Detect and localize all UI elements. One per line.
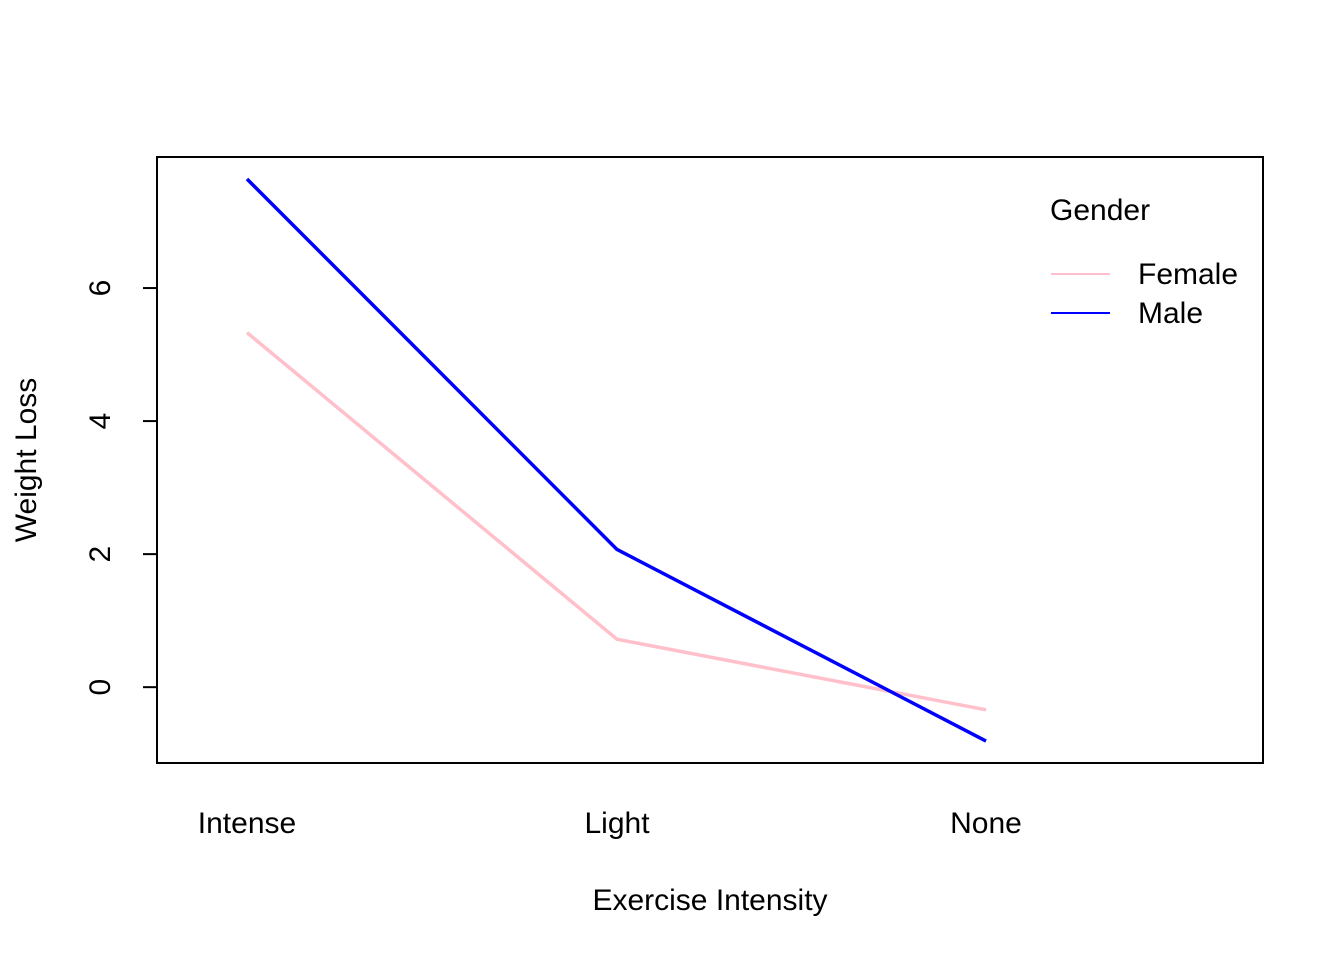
y-tick-label: 2 (84, 546, 117, 563)
y-axis-title: Weight Loss (10, 378, 43, 543)
x-tick-label: None (950, 807, 1022, 840)
x-axis-title: Exercise Intensity (592, 884, 827, 917)
legend-label-female: Female (1138, 258, 1238, 291)
legend: Gender Female Male (1050, 194, 1238, 330)
y-tick-label: 0 (84, 679, 117, 696)
x-tick-label: Intense (198, 807, 296, 840)
series-line-male (245, 177, 987, 743)
plot-frame (156, 156, 1264, 764)
x-tick-label: Light (584, 807, 650, 840)
legend-label-male: Male (1138, 297, 1203, 330)
series-layer (245, 177, 987, 743)
legend-title: Gender (1050, 194, 1150, 227)
series-line-female (245, 331, 987, 712)
y-tick-label: 4 (84, 413, 117, 430)
y-axis: 0 2 4 6 (84, 280, 158, 696)
y-tick-label: 6 (84, 280, 117, 297)
x-axis: Intense Light None (198, 807, 1022, 840)
